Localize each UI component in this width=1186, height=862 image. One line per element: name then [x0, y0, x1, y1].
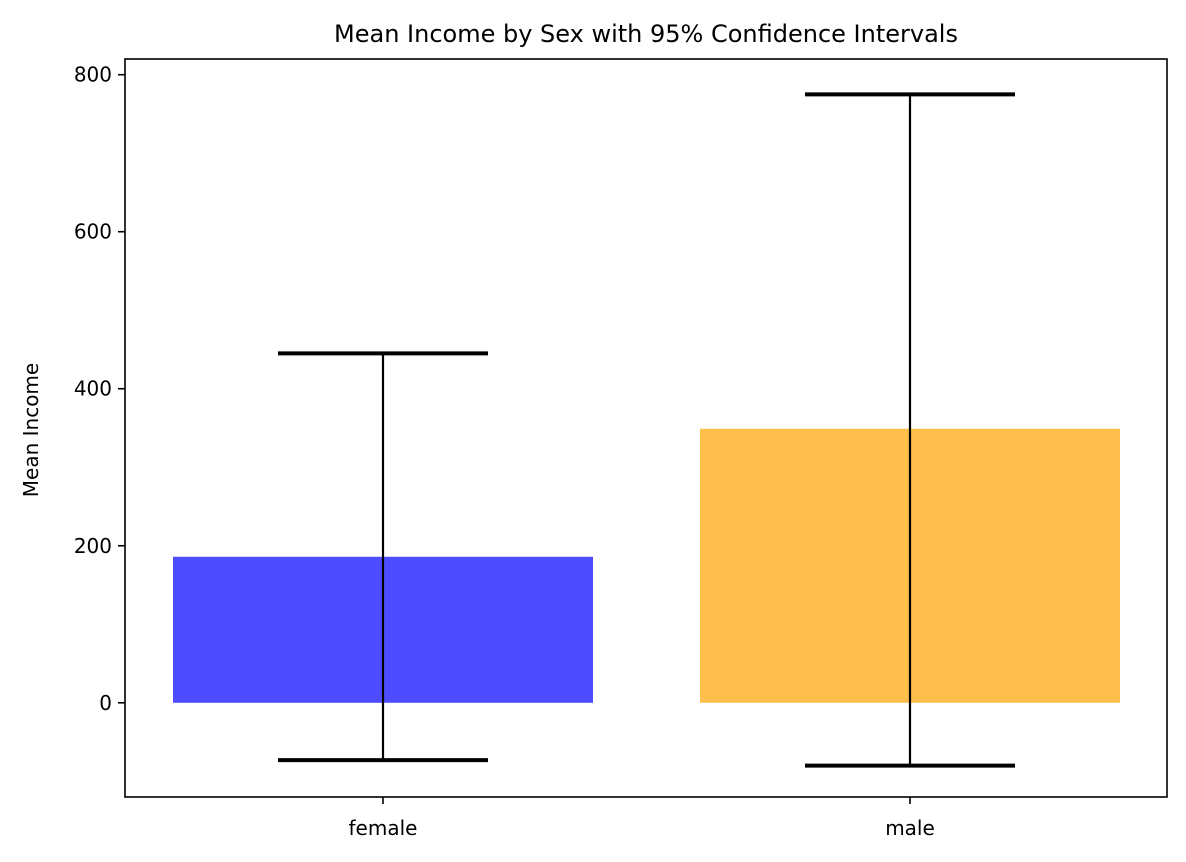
y-axis: 0 200 400 600 800	[74, 63, 125, 715]
axes-frame	[124, 58, 1168, 798]
y-axis-label: Mean Income	[19, 363, 43, 497]
y-tick-label-0: 0	[99, 691, 112, 715]
plot-area	[173, 92, 1120, 768]
chart-title: Mean Income by Sex with 95% Confidence I…	[334, 20, 958, 48]
y-tick-label-400: 400	[74, 377, 112, 401]
y-tick-label-600: 600	[74, 220, 112, 244]
x-tick-label-female: female	[349, 816, 418, 840]
y-tick-label-800: 800	[74, 63, 112, 87]
x-axis: female male	[349, 797, 935, 840]
y-tick-label-200: 200	[74, 534, 112, 558]
x-tick-label-male: male	[885, 816, 935, 840]
